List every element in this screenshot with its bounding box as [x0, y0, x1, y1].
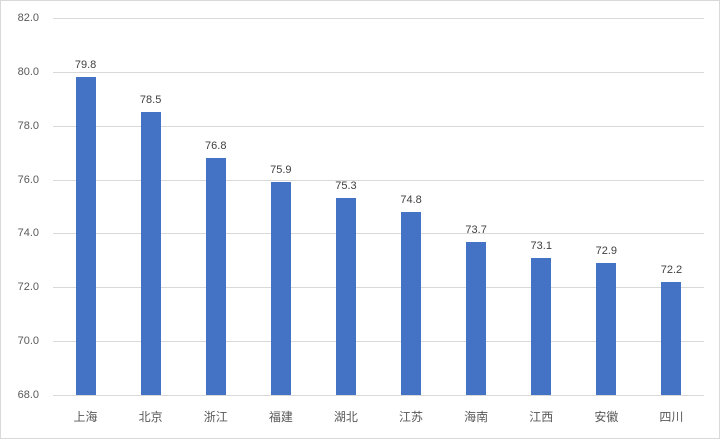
gridline — [53, 18, 704, 19]
bar-1 — [140, 112, 161, 395]
x-tick-label: 上海 — [73, 410, 98, 424]
bar-3 — [270, 182, 291, 395]
gridline — [53, 179, 704, 181]
y-tick-label: 74.0 — [17, 227, 39, 240]
bar-6 — [466, 241, 487, 395]
x-tick-label: 安徽 — [594, 410, 619, 424]
bar-8 — [596, 263, 617, 395]
y-tick-label: 80.0 — [17, 65, 39, 78]
bar-2 — [205, 158, 226, 395]
y-tick-label: 82.0 — [17, 12, 39, 24]
y-tick-label: 78.0 — [17, 119, 39, 132]
data-label: 72.9 — [595, 245, 618, 258]
x-tick-label: 四川 — [659, 410, 684, 424]
bar-7 — [531, 257, 552, 395]
data-label: 78.5 — [139, 94, 162, 107]
data-label: 75.9 — [270, 164, 292, 177]
gridline — [53, 233, 704, 235]
gridline — [53, 395, 704, 396]
y-tick-label: 76.0 — [17, 173, 39, 186]
data-label: 79.8 — [74, 59, 97, 72]
bar-9 — [661, 281, 682, 395]
bar-0 — [75, 77, 96, 395]
y-tick-label: 72.0 — [17, 281, 39, 294]
x-tick-label: 湖北 — [333, 410, 358, 424]
x-tick-label: 江西 — [529, 410, 554, 424]
x-tick-label: 浙江 — [203, 410, 228, 424]
gridline — [53, 287, 704, 289]
x-tick-label: 福建 — [268, 410, 293, 424]
x-tick-label: 江苏 — [399, 410, 424, 424]
data-label: 76.8 — [205, 140, 227, 153]
data-label: 73.1 — [530, 239, 552, 252]
data-label: 72.2 — [660, 263, 683, 276]
y-tick-label: 70.0 — [17, 335, 39, 348]
bar-4 — [335, 198, 356, 395]
x-tick-label: 北京 — [138, 410, 163, 424]
gridline — [53, 341, 704, 343]
x-tick-label: 海南 — [464, 410, 489, 424]
data-label: 74.8 — [400, 193, 422, 206]
bar-5 — [401, 211, 422, 395]
gridline — [53, 125, 704, 127]
data-label: 73.7 — [465, 223, 487, 236]
gridline — [53, 71, 704, 73]
data-label: 75.3 — [335, 180, 357, 193]
plot-area: 79.8 78.5 76.8 75.9 75.3 74.8 73.7 73.1 72.9 72.2 — [53, 18, 704, 396]
y-tick-label: 68.0 — [17, 389, 39, 401]
